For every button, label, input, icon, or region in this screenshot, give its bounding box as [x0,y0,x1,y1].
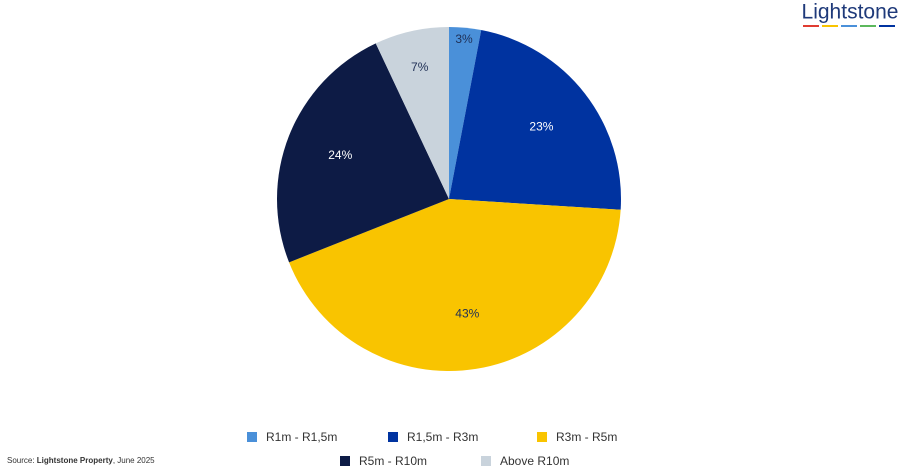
pie-slice [289,199,621,371]
pie-slice [449,30,621,210]
logo-bars [803,25,895,27]
legend-label: R5m - R10m [359,454,427,468]
pie-slice [449,27,482,199]
data-label: 7% [411,60,429,74]
legend-label: R1m - R1,5m [266,430,337,444]
legend-label: R1,5m - R3m [407,430,478,444]
legend-swatch [388,432,398,442]
pie-slice [276,43,449,263]
data-label: 43% [455,307,479,321]
legend-swatch [537,432,547,442]
pie-slice [375,27,449,199]
legend-label: Above R10m [500,454,569,468]
source-emphasis: Lightstone Property [37,456,114,465]
legend-swatch [340,456,350,466]
legend-label: R3m - R5m [556,430,617,444]
legend-swatch [247,432,257,442]
source: Source: Lightstone Property, June 2025 [7,456,155,465]
data-label: 24% [328,148,352,162]
data-label: 3% [455,32,473,46]
source-prefix: Source: [7,456,37,465]
source-suffix: , June 2025 [113,456,155,465]
legend-swatch [481,456,491,466]
logo: Lightstone [802,1,899,24]
data-label: 23% [529,119,553,133]
